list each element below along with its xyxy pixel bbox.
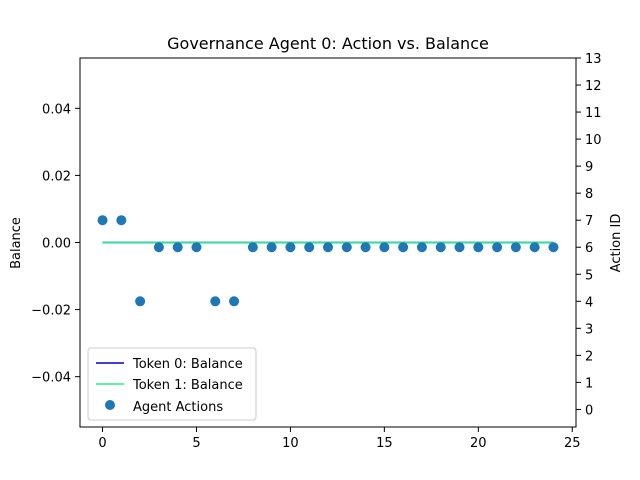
legend-label-token1: Token 1: Balance — [132, 378, 243, 393]
action-point — [210, 296, 221, 307]
y-axis-left-label: Balance — [9, 217, 24, 269]
action-point — [510, 242, 521, 253]
action-point — [398, 242, 409, 253]
action-point — [341, 242, 352, 253]
action-point — [229, 296, 240, 307]
legend-box — [87, 347, 257, 421]
y-right-tick-label: 6 — [585, 241, 593, 256]
action-point — [153, 242, 164, 253]
legend: Token 0: Balance Token 1: Balance Agent … — [87, 347, 257, 421]
y-left-tick-label: 0.04 — [42, 102, 71, 117]
y-right-tick-label: 3 — [585, 322, 593, 337]
x-tick-label: 20 — [470, 436, 487, 451]
y-right-tick-label: 7 — [585, 214, 593, 229]
y-right-tick-label: 8 — [585, 187, 593, 202]
y-right-tick-label: 10 — [585, 133, 602, 148]
action-point — [285, 242, 296, 253]
action-point — [548, 242, 559, 253]
y-axis-left: −0.04 −0.02 0.00 0.02 0.04 — [31, 102, 80, 386]
action-point — [266, 242, 277, 253]
action-point — [304, 242, 315, 253]
action-point — [191, 242, 202, 253]
y-left-tick-label: −0.04 — [31, 371, 71, 386]
legend-label-actions: Agent Actions — [133, 400, 223, 415]
legend-swatch-actions — [105, 400, 115, 410]
action-point — [473, 242, 484, 253]
y-right-tick-label: 0 — [585, 403, 593, 418]
x-tick-label: 5 — [192, 436, 200, 451]
x-tick-label: 25 — [564, 436, 581, 451]
y-right-tick-label: 13 — [585, 52, 602, 67]
action-point — [435, 242, 446, 253]
action-point — [416, 242, 427, 253]
action-point — [323, 242, 333, 253]
x-axis: 0 5 10 15 20 25 — [98, 427, 581, 451]
y-right-tick-label: 2 — [585, 349, 593, 364]
action-point — [529, 242, 540, 253]
action-point — [247, 242, 258, 253]
action-point — [135, 296, 146, 307]
y-left-tick-label: 0.00 — [42, 237, 71, 252]
y-axis-right-label: Action ID — [609, 214, 624, 273]
action-point — [379, 242, 390, 253]
action-point — [360, 242, 371, 253]
action-point — [116, 215, 127, 226]
plot-series — [97, 215, 559, 307]
y-right-tick-label: 12 — [585, 79, 602, 94]
y-left-tick-label: 0.02 — [42, 169, 71, 184]
action-point — [454, 242, 465, 253]
action-point — [172, 242, 183, 253]
action-point — [492, 242, 503, 253]
legend-label-token0: Token 0: Balance — [132, 357, 243, 372]
y-right-tick-label: 5 — [585, 268, 593, 283]
x-tick-label: 15 — [376, 436, 393, 451]
y-right-tick-label: 9 — [585, 160, 593, 175]
y-right-tick-label: 11 — [585, 106, 602, 121]
chart-title: Governance Agent 0: Action vs. Balance — [167, 34, 489, 53]
x-tick-label: 0 — [98, 436, 106, 451]
x-tick-label: 10 — [282, 436, 299, 451]
y-left-tick-label: −0.02 — [31, 304, 71, 319]
y-right-tick-label: 4 — [585, 295, 593, 310]
y-right-tick-label: 1 — [585, 376, 593, 391]
action-point — [97, 215, 108, 226]
